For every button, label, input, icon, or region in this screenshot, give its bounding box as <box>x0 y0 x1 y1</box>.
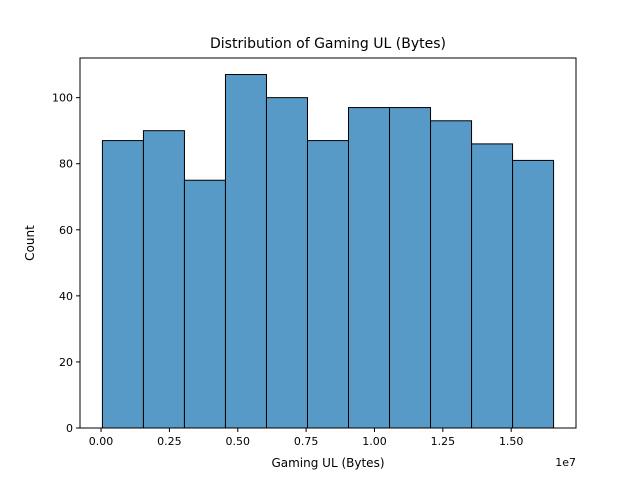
histogram-bar <box>142 130 185 429</box>
y-tick-label: 100 <box>52 92 73 105</box>
x-tick-label: 0.00 <box>89 435 114 448</box>
histogram-bar <box>348 107 391 429</box>
y-tick-label: 80 <box>59 158 73 171</box>
histogram-bar <box>101 140 144 429</box>
x-tick-label: 0.75 <box>294 435 319 448</box>
x-tick-label: 1.00 <box>362 435 387 448</box>
histogram-bar <box>265 97 308 429</box>
chart-title: Distribution of Gaming UL (Bytes) <box>210 36 446 52</box>
x-tick-label: 0.25 <box>157 435 182 448</box>
y-tick-label: 40 <box>59 290 73 303</box>
histogram-bar <box>512 159 555 429</box>
histogram-bar <box>471 143 514 429</box>
y-tick-label: 0 <box>66 422 73 435</box>
bars-group <box>101 74 555 429</box>
x-axis-offset-label: 1e7 <box>555 456 576 469</box>
histogram-bar <box>389 107 432 429</box>
histogram-bar <box>306 140 350 429</box>
x-axis-label: Gaming UL (Bytes) <box>271 456 384 470</box>
histogram-bar <box>183 179 226 429</box>
histogram-bar <box>224 74 267 429</box>
histogram-bar <box>430 120 473 429</box>
x-tick-label: 1.25 <box>431 435 456 448</box>
y-axis-ticks: 0 20 40 60 80 100 <box>52 92 80 435</box>
plot-frame <box>79 57 577 429</box>
y-axis-label: Count <box>23 225 37 261</box>
x-tick-label: 0.50 <box>226 435 251 448</box>
y-tick-label: 60 <box>59 224 73 237</box>
y-tick-label: 20 <box>59 356 73 369</box>
x-tick-label: 1.50 <box>499 435 524 448</box>
x-axis-ticks: 0.00 0.25 0.50 0.75 1.00 1.25 1.50 <box>89 428 524 448</box>
